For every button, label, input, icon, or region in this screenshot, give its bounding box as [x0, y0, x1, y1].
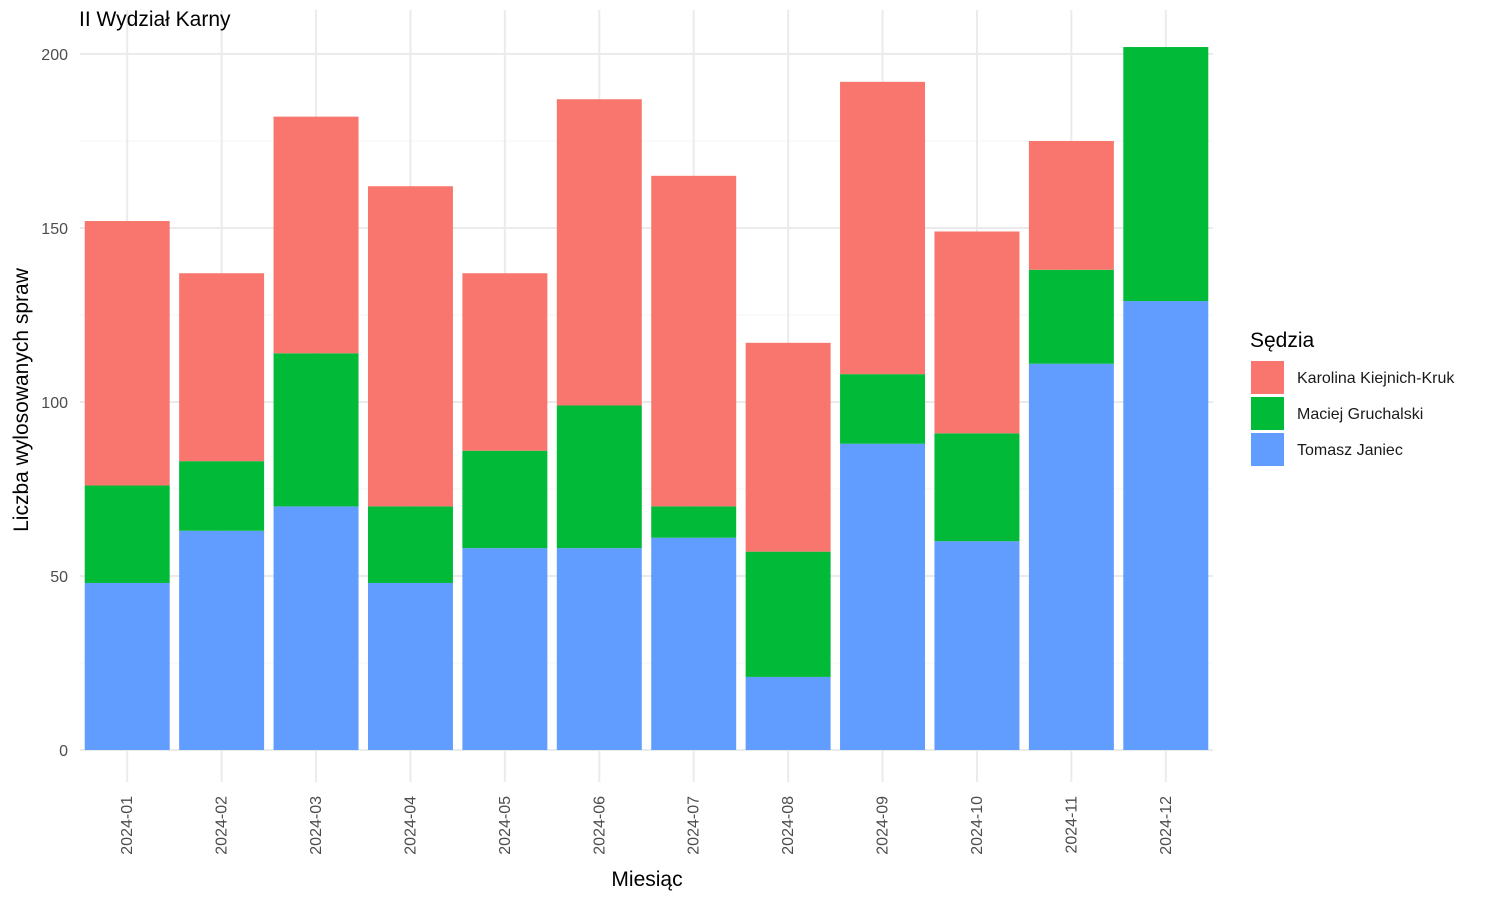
bar-segment	[1028, 363, 1114, 750]
bar-segment	[84, 582, 170, 750]
y-axis-title: Liczba wylosowanych spraw	[10, 267, 33, 532]
x-tick-label: 2024-07	[686, 796, 703, 855]
legend-label: Karolina Kiejnich-Kruk	[1297, 370, 1455, 387]
bar-segment	[367, 506, 453, 583]
bar-segment	[1123, 301, 1209, 750]
bar-segment	[745, 551, 831, 677]
bar-segment	[367, 582, 453, 750]
bar-segment	[840, 81, 926, 375]
x-tick-label: 2024-06	[591, 796, 608, 855]
y-tick-label: 200	[41, 47, 68, 64]
y-tick-label: 0	[59, 743, 68, 760]
legend-label: Tomasz Janiec	[1297, 442, 1403, 459]
y-tick-label: 150	[41, 221, 68, 238]
bar-segment	[1123, 47, 1209, 302]
bar-segment	[1028, 141, 1114, 270]
bar-segment	[179, 273, 265, 462]
bar-segment	[273, 506, 359, 750]
bar-segment	[651, 175, 737, 507]
x-axis-ticks: 2024-01 2024-02 2024-03 2024-04 2024-05 2024-…	[119, 796, 1175, 855]
x-tick-label: 2024-03	[308, 796, 325, 855]
bar-segment	[462, 273, 548, 451]
bar-segment	[462, 450, 548, 549]
bar-segment	[745, 342, 831, 552]
legend: Sędzia Karolina Kiejnich-Kruk Maciej Gruc…	[1250, 329, 1455, 466]
bar-segment	[840, 374, 926, 444]
x-tick-label: 2024-01	[119, 796, 136, 855]
bar-segment	[934, 433, 1020, 542]
bar-segment	[84, 221, 170, 486]
bar-segment	[462, 548, 548, 750]
bar-segment	[556, 405, 642, 549]
bar-segment	[273, 353, 359, 507]
bar-segment	[556, 548, 642, 750]
bar-segment	[840, 443, 926, 750]
bar-segment	[273, 116, 359, 354]
bar-segment	[556, 99, 642, 406]
legend-title: Sędzia	[1250, 329, 1315, 352]
y-tick-label: 50	[50, 569, 68, 586]
x-tick-label: 2024-04	[402, 796, 419, 855]
x-tick-label: 2024-05	[497, 796, 514, 855]
legend-swatch	[1251, 397, 1284, 430]
bar-segment	[934, 231, 1020, 434]
x-axis-title: Miesiąc	[611, 868, 682, 891]
x-tick-label: 2024-11	[1063, 796, 1080, 854]
x-tick-label: 2024-09	[875, 796, 892, 855]
bar-segment	[651, 537, 737, 750]
legend-label: Maciej Gruchalski	[1297, 406, 1423, 423]
x-tick-label: 2024-12	[1158, 796, 1175, 855]
bar-segment	[84, 485, 170, 583]
bar-segment	[745, 676, 831, 750]
legend-swatch	[1251, 433, 1284, 466]
x-tick-label: 2024-08	[780, 796, 797, 855]
bar-segment	[651, 506, 737, 538]
chart-title: II Wydział Karny	[79, 8, 231, 31]
bar-segment	[367, 186, 453, 507]
bar-segment	[179, 530, 265, 750]
legend-swatch	[1251, 361, 1284, 394]
y-tick-label: 100	[41, 395, 68, 412]
bar-segment	[179, 461, 265, 531]
x-tick-label: 2024-10	[969, 796, 986, 855]
x-tick-label: 2024-02	[214, 796, 231, 855]
bar-segment	[934, 541, 1020, 750]
bars	[84, 47, 1209, 750]
bar-segment	[1028, 269, 1114, 364]
y-axis-ticks: 0 50 100 150 200	[41, 47, 68, 760]
gridlines-minor	[80, 140, 1213, 664]
